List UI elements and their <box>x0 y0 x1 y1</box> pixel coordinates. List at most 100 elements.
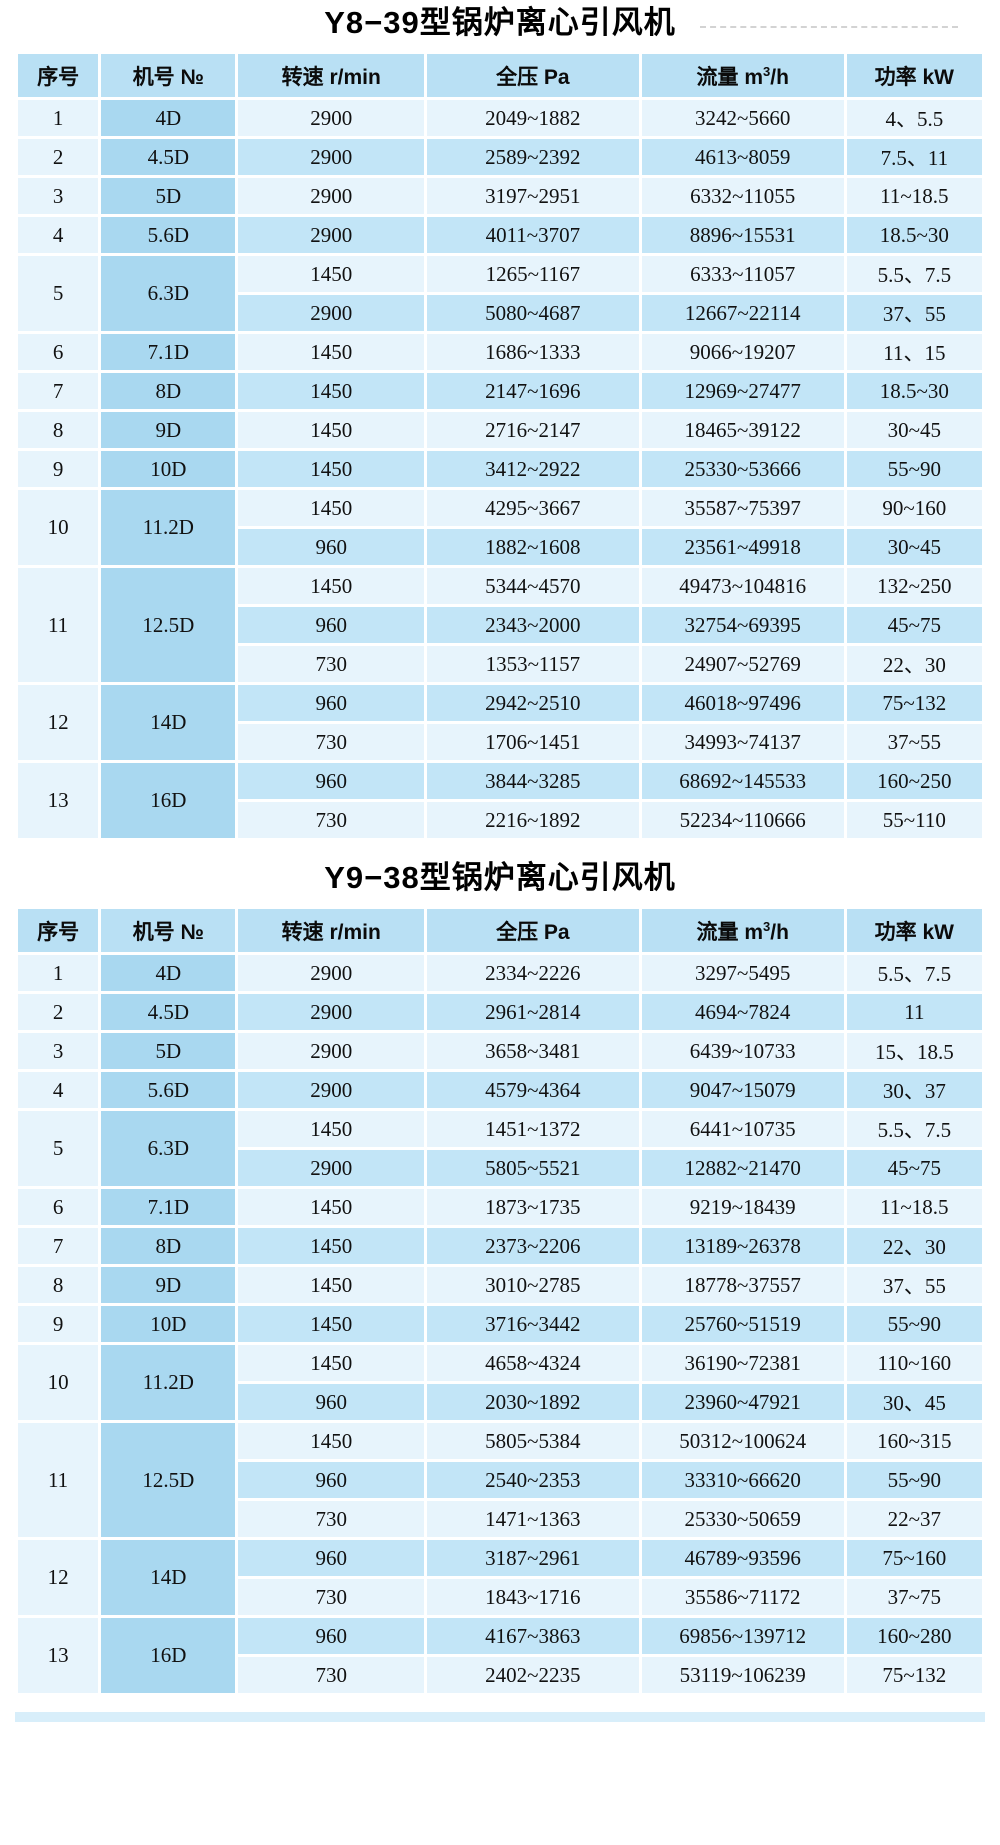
fan-table-section-y9-38: Y9−38型锅炉离心引风机 序号 机号 № 转速 r/min 全压 Pa 流量 m3/h… <box>14 859 986 1696</box>
power-cell: 30、45 <box>843 1381 986 1423</box>
flow-cell: 49473~104816 <box>638 565 847 607</box>
model-cell: 9D <box>98 1264 239 1306</box>
power-cell: 37~75 <box>843 1576 986 1618</box>
table-row: 2900 5805~5521 12882~21470 45~75 <box>17 1147 986 1189</box>
pressure-cell: 2030~1892 <box>424 1381 642 1423</box>
flow-cell: 25330~53666 <box>638 448 847 490</box>
model-cell: 7.1D <box>98 331 239 373</box>
power-cell: 37、55 <box>843 1264 986 1306</box>
speed-cell: 1450 <box>235 487 428 529</box>
flow-cell: 50312~100624 <box>638 1420 847 1462</box>
pressure-cell: 2216~1892 <box>424 799 642 841</box>
power-cell: 160~280 <box>843 1615 986 1657</box>
table-row: 7 8D 1450 2147~1696 12969~27477 18.5~30 <box>14 370 986 412</box>
speed-cell: 960 <box>235 1537 428 1579</box>
power-cell: 4、5.5 <box>843 97 986 139</box>
table-row: 10 11.2D 1450 4658~4324 36190~72381 110~160 <box>14 1342 986 1423</box>
flow-cell: 18465~39122 <box>638 409 847 451</box>
header-cell-seq: 序号 <box>14 51 102 100</box>
flow-cell: 13189~26378 <box>638 1225 847 1267</box>
flow-cell: 33310~66620 <box>638 1459 847 1501</box>
speed-cell: 2900 <box>235 1069 428 1111</box>
seq-cell: 6 <box>14 331 102 373</box>
power-cell: 132~250 <box>843 565 986 607</box>
speed-cell: 730 <box>235 1576 428 1618</box>
speed-cell: 2900 <box>235 175 428 217</box>
power-cell: 30~45 <box>843 409 986 451</box>
power-cell: 160~315 <box>843 1420 986 1462</box>
table-row: 12 14D 960 2942~2510 46018~97496 75~132 <box>14 682 986 763</box>
header-cell-pressure: 全压 Pa <box>424 906 642 955</box>
power-cell: 11~18.5 <box>843 1186 986 1228</box>
table-row: 960 2030~1892 23960~47921 30、45 <box>17 1381 986 1423</box>
table-row: 11 12.5D 1450 5344~4570 49473~104816 132~250 <box>14 565 986 685</box>
speed-cell: 1450 <box>235 448 428 490</box>
flow-cell: 46018~97496 <box>638 682 847 724</box>
speed-cell: 730 <box>235 1498 428 1540</box>
table-row: 9 10D 1450 3716~3442 25760~51519 55~90 <box>14 1303 986 1345</box>
flow-cell: 25330~50659 <box>638 1498 847 1540</box>
flow-cell: 12882~21470 <box>638 1147 847 1189</box>
pressure-cell: 3187~2961 <box>424 1537 642 1579</box>
model-cell: 6.3D <box>98 253 239 334</box>
power-cell: 55~110 <box>843 799 986 841</box>
power-cell: 55~90 <box>843 1459 986 1501</box>
pressure-cell: 2147~1696 <box>424 370 642 412</box>
seq-cell: 2 <box>14 991 102 1033</box>
speed-cell: 960 <box>235 604 428 646</box>
power-cell: 90~160 <box>843 487 986 529</box>
flow-cell: 12667~22114 <box>638 292 847 334</box>
table-row: 7 8D 1450 2373~2206 13189~26378 22、30 <box>14 1225 986 1267</box>
speed-cell: 730 <box>235 721 428 763</box>
power-cell: 22~37 <box>843 1498 986 1540</box>
seq-cell: 3 <box>14 1030 102 1072</box>
speed-cell: 730 <box>235 799 428 841</box>
speed-cell: 730 <box>235 643 428 685</box>
speed-cell: 1450 <box>235 1186 428 1228</box>
seq-cell: 4 <box>14 214 102 256</box>
speed-cell: 1450 <box>235 370 428 412</box>
seq-cell: 13 <box>14 760 102 841</box>
power-cell: 37~55 <box>843 721 986 763</box>
flow-cell: 36190~72381 <box>638 1342 847 1384</box>
flow-cell: 25760~51519 <box>638 1303 847 1345</box>
power-cell: 5.5、7.5 <box>843 253 986 295</box>
table-row: 960 2343~2000 32754~69395 45~75 <box>17 604 986 646</box>
model-cell: 4.5D <box>98 991 239 1033</box>
header-cell-model: 机号 № <box>98 906 239 955</box>
power-cell: 18.5~30 <box>843 370 986 412</box>
speed-cell: 960 <box>235 682 428 724</box>
seq-cell: 7 <box>14 1225 102 1267</box>
pressure-cell: 3658~3481 <box>424 1030 642 1072</box>
pressure-cell: 4167~3863 <box>424 1615 642 1657</box>
fan-table-section-y8-39: Y8−39型锅炉离心引风机 序号 机号 № 转速 r/min 全压 Pa 流量 m3/h… <box>14 4 986 841</box>
pressure-cell: 4011~3707 <box>424 214 642 256</box>
model-cell: 11.2D <box>98 1342 239 1423</box>
speed-cell: 2900 <box>235 136 428 178</box>
flow-cell: 34993~74137 <box>638 721 847 763</box>
flow-cell: 53119~106239 <box>638 1654 847 1696</box>
seq-cell: 8 <box>14 1264 102 1306</box>
flow-cell: 6441~10735 <box>638 1108 847 1150</box>
flow-cell: 3242~5660 <box>638 97 847 139</box>
pressure-cell: 3412~2922 <box>424 448 642 490</box>
superscript: 3 <box>763 63 771 79</box>
speed-cell: 2900 <box>235 292 428 334</box>
model-cell: 12.5D <box>98 565 239 685</box>
pressure-cell: 1451~1372 <box>424 1108 642 1150</box>
power-cell: 37、55 <box>843 292 986 334</box>
power-cell: 5.5、7.5 <box>843 952 986 994</box>
flow-cell: 46789~93596 <box>638 1537 847 1579</box>
table-row: 730 1706~1451 34993~74137 37~55 <box>17 721 986 763</box>
flow-cell: 6439~10733 <box>638 1030 847 1072</box>
seq-cell: 5 <box>14 1108 102 1189</box>
model-cell: 4.5D <box>98 136 239 178</box>
seq-cell: 1 <box>14 97 102 139</box>
pressure-cell: 4295~3667 <box>424 487 642 529</box>
speed-cell: 1450 <box>235 1264 428 1306</box>
pressure-cell: 5344~4570 <box>424 565 642 607</box>
pressure-cell: 3197~2951 <box>424 175 642 217</box>
model-cell: 5D <box>98 175 239 217</box>
seq-cell: 2 <box>14 136 102 178</box>
model-cell: 10D <box>98 1303 239 1345</box>
